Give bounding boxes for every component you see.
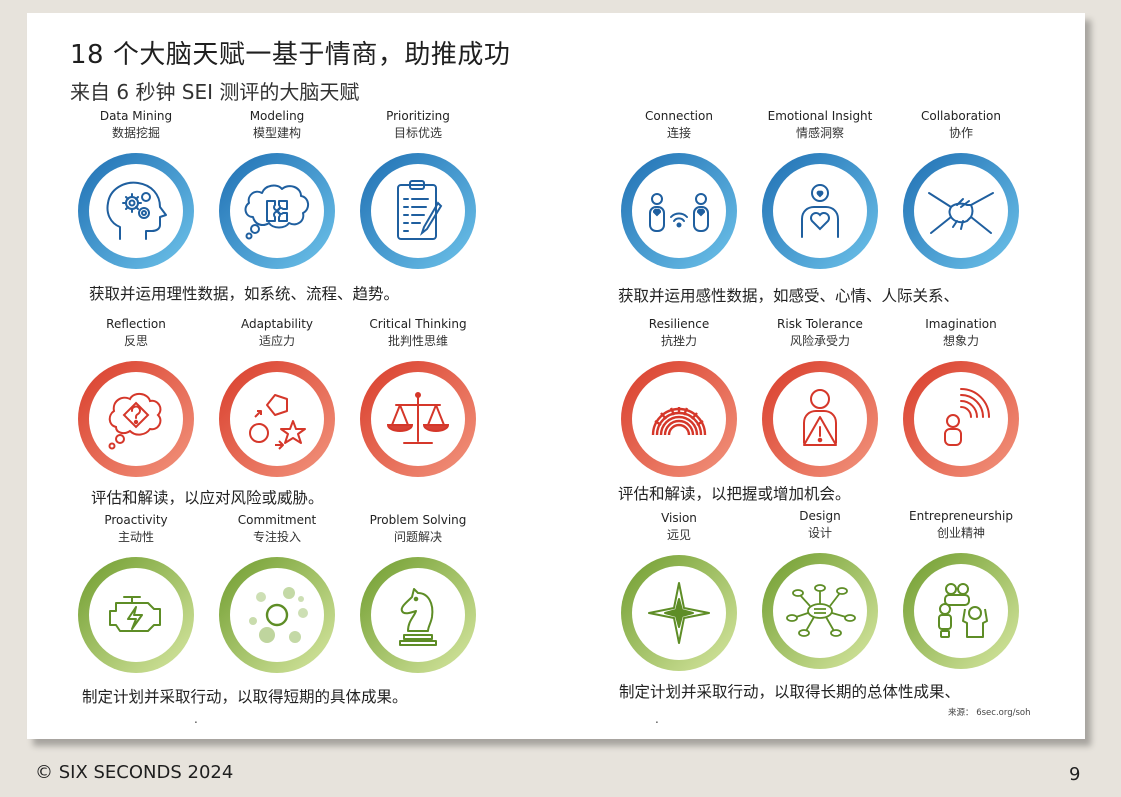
talent-commitment: Commitment 专注投入 — [215, 513, 339, 673]
desc-evaluate-risk: 评估和解读，以应对风险或威胁。 — [91, 489, 324, 507]
talent-en: Design — [799, 509, 841, 523]
talent-zh: 创业精神 — [936, 526, 985, 540]
talent-zh: 模型建构 — [252, 126, 301, 140]
talent-zh: 连接 — [666, 126, 691, 140]
talent-en: Collaboration — [921, 109, 1001, 123]
talent-entrepreneurship: Entrepreneurship 创业精神 — [899, 509, 1023, 669]
team-cheer-icon — [938, 583, 988, 638]
talent-connection: Connection 连接 — [617, 109, 741, 269]
talent-en: Vision — [661, 511, 697, 525]
desc-emotional-data: 获取并运用感性数据，如感受、心情、人际关系、 — [618, 287, 960, 305]
person-waves-icon — [944, 388, 990, 446]
talent-zh: 设计 — [807, 526, 832, 540]
scales-icon — [386, 392, 450, 444]
compass-star-icon — [648, 582, 710, 644]
talent-collaboration: Collaboration 协作 — [899, 109, 1023, 269]
head-gears-icon — [106, 181, 167, 240]
talent-zh: 目标优选 — [393, 126, 442, 140]
talent-risk-tolerance: Risk Tolerance 风险承受力 — [758, 317, 882, 477]
talent-zh: 抗挫力 — [660, 334, 697, 348]
talent-modeling: Modeling 模型建构 — [215, 109, 339, 269]
talent-en: Reflection — [106, 317, 166, 331]
talent-en: Data Mining — [99, 109, 173, 123]
source-note: 来源： 6sec.org/soh — [948, 708, 1031, 718]
talent-en: Resilience — [648, 317, 710, 331]
engine-icon — [109, 596, 161, 632]
talent-zh: 专注投入 — [252, 530, 301, 544]
talent-data-mining: Data Mining 数据挖掘 — [74, 109, 198, 269]
talent-en: Adaptability — [240, 317, 314, 331]
talent-en: Commitment — [237, 513, 317, 527]
talent-emotional-insight: Emotional Insight 情感洞察 — [758, 109, 882, 269]
talent-imagination: Imagination 想象力 — [899, 317, 1023, 477]
talent-zh: 主动性 — [117, 530, 154, 544]
copyright-footer: © SIX SECONDS 2024 — [35, 762, 234, 783]
talent-zh: 反思 — [123, 334, 148, 348]
talent-adaptability: Adaptability 适应力 — [215, 317, 339, 477]
talent-en: Imagination — [925, 317, 997, 331]
talent-zh: 适应力 — [258, 334, 295, 348]
page-title: 18 个大脑天赋一基于情商，助推成功 — [70, 40, 511, 70]
person-warning-icon — [803, 389, 837, 446]
talent-en: Proactivity — [104, 513, 168, 527]
talent-vision: Vision 远见 — [617, 511, 741, 671]
talent-zh: 数据挖掘 — [111, 126, 160, 140]
talent-reflection: Reflection 反思 — [74, 317, 198, 477]
talent-zh: 风险承受力 — [789, 334, 850, 348]
talent-en: Emotional Insight — [767, 109, 873, 123]
chess-knight-icon — [399, 588, 437, 646]
focus-circles-icon — [249, 587, 308, 643]
talent-en: Entrepreneurship — [909, 509, 1013, 523]
desc-short-term: 制定计划并采取行动，以取得短期的具体成果。 — [82, 688, 408, 706]
talent-zh: 批判性思维 — [387, 334, 448, 348]
talent-en: Modeling — [249, 109, 305, 123]
talent-prioritizing: Prioritizing 目标优选 — [356, 109, 480, 269]
question-cloud-icon — [108, 393, 162, 450]
talent-zh: 问题解决 — [393, 530, 442, 544]
two-people-wifi-icon — [649, 193, 709, 232]
desc-rational-data: 获取并运用理性数据，如系统、流程、趋势。 — [89, 285, 400, 303]
stray-dot-right: . — [655, 712, 659, 726]
shapes-cycle-icon — [249, 394, 306, 450]
desc-long-term: 制定计划并采取行动，以取得长期的总体性成果、 — [619, 683, 961, 701]
talent-en: Prioritizing — [386, 109, 450, 123]
spring-icon — [651, 407, 707, 436]
page-number: 9 — [1069, 764, 1081, 785]
joined-hands-icon — [928, 192, 994, 234]
person-heart-icon — [801, 184, 839, 238]
talent-problem-solving: Problem Solving 问题解决 — [356, 513, 480, 673]
stray-dot-left: . — [194, 712, 198, 726]
clipboard-icon — [397, 180, 443, 240]
talent-zh: 情感洞察 — [795, 126, 844, 140]
talent-zh: 想象力 — [942, 334, 979, 348]
talent-design: Design 设计 — [758, 509, 882, 669]
talent-resilience: Resilience 抗挫力 — [617, 317, 741, 477]
talent-en: Connection — [645, 109, 713, 123]
talent-zh: 协作 — [948, 126, 973, 140]
page-subtitle: 来自 6 秒钟 SEI 测评的大脑天赋 — [70, 80, 360, 104]
puzzle-cloud-icon — [244, 184, 309, 240]
talent-zh: 远见 — [666, 528, 691, 542]
mind-map-icon — [786, 584, 856, 637]
talent-en: Problem Solving — [369, 513, 467, 527]
talent-proactivity: Proactivity 主动性 — [74, 513, 198, 673]
talent-en: Risk Tolerance — [777, 317, 863, 331]
talent-critical-thinking: Critical Thinking 批判性思维 — [356, 317, 480, 477]
talent-en: Critical Thinking — [369, 317, 467, 331]
desc-evaluate-opportunity: 评估和解读，以把握或增加机会。 — [618, 485, 851, 503]
